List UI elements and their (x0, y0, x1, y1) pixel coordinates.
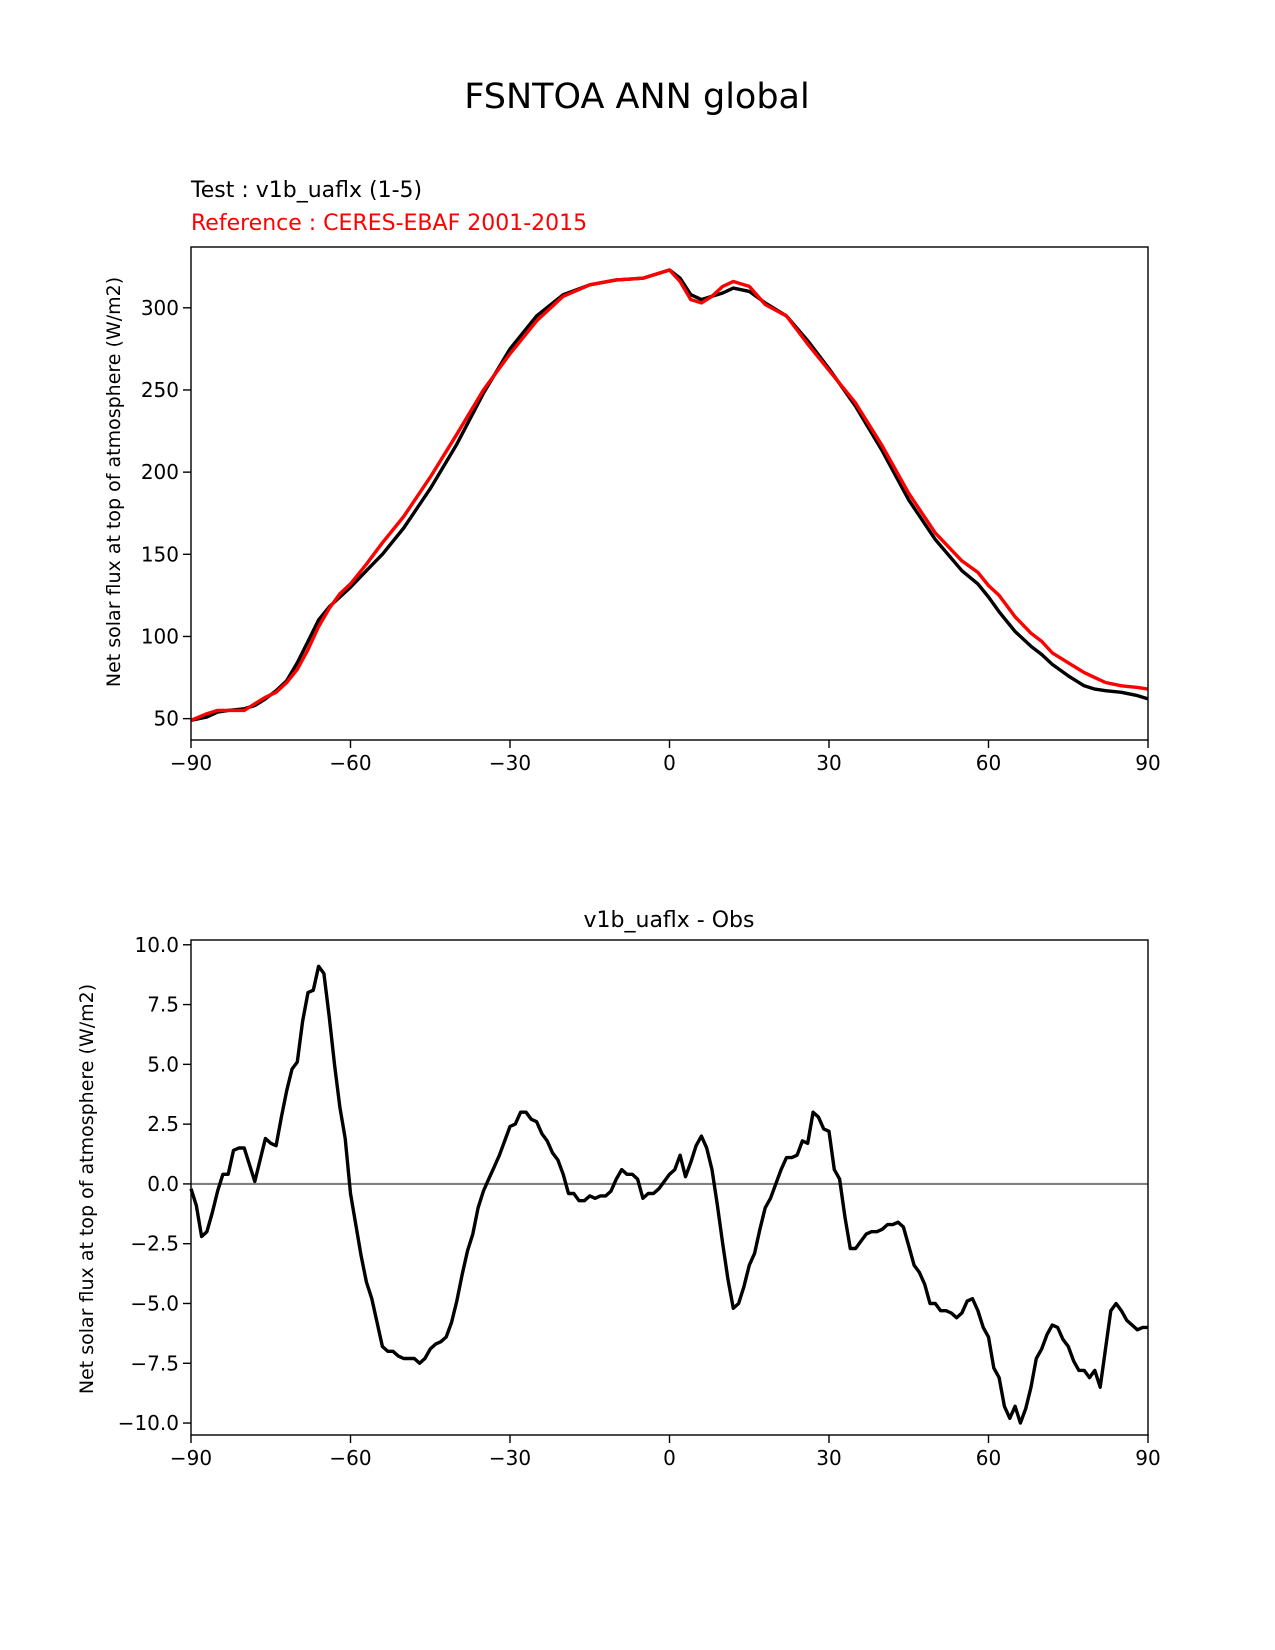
bottom-axis-ticks: −90 −60 −30 0 30 60 90 −10.0 −7.5 −5.0 −2.5 0.0 2.5 5… (118, 933, 1161, 1470)
top-x-tick-label: −30 (489, 751, 531, 775)
top-y-tick-label: 300 (141, 296, 179, 320)
reference-subtitle: Reference : CERES-EBAF 2001-2015 (191, 211, 587, 236)
top-series-line-0 (190, 268, 1149, 722)
top-x-tick-label: 90 (1135, 751, 1160, 775)
bottom-x-tick-label: 0 (663, 1446, 676, 1470)
bottom-y-tick-label: 2.5 (147, 1112, 179, 1136)
top-y-tick-label: 50 (154, 707, 179, 731)
bottom-y-tick-label: −2.5 (130, 1232, 179, 1256)
top-plot-frame (190, 246, 1149, 741)
bottom-x-tick-label: 60 (976, 1446, 1001, 1470)
top-y-tick-label: 250 (141, 378, 179, 402)
bottom-x-tick-label: −90 (170, 1446, 212, 1470)
top-series-lines (190, 268, 1149, 722)
bottom-series-line-0 (189, 964, 1148, 1425)
figure-title: FSNTOA ANN global (464, 77, 809, 117)
top-x-tick-label: 0 (663, 751, 676, 775)
bottom-x-tick-label: 30 (816, 1446, 841, 1470)
top-y-tick-label: 200 (141, 460, 179, 484)
bottom-plot-frame (190, 939, 1149, 1436)
top-y-axis-label: Net solar flux at top of atmosphere (W/m… (103, 277, 125, 687)
bottom-y-tick-label: −7.5 (130, 1351, 179, 1375)
top-y-tick-label: 100 (141, 624, 179, 648)
top-y-tick-label: 150 (141, 542, 179, 566)
top-panel: Test : v1b_uaflx (1-5) Reference : CERES… (103, 178, 1161, 775)
top-x-tick-label: 30 (816, 751, 841, 775)
bottom-y-tick-label: 0.0 (147, 1172, 179, 1196)
test-subtitle: Test : v1b_uaflx (1-5) (190, 178, 422, 203)
bottom-series-lines (189, 964, 1148, 1425)
top-x-tick-label: −60 (329, 751, 371, 775)
top-series-line-1 (190, 268, 1149, 722)
bottom-y-tick-label: 7.5 (147, 993, 179, 1017)
top-x-tick-label: −90 (170, 751, 212, 775)
top-axis-ticks: −90 −60 −30 0 30 60 90 50 100 150 200 250 300 (141, 296, 1161, 775)
difference-title: v1b_uaflx - Obs (584, 908, 755, 933)
top-x-tick-label: 60 (976, 751, 1001, 775)
bottom-y-tick-label: −10.0 (118, 1411, 179, 1435)
bottom-y-tick-label: −5.0 (130, 1291, 179, 1315)
bottom-x-tick-label: −60 (329, 1446, 371, 1470)
bottom-y-tick-label: 10.0 (134, 933, 179, 957)
bottom-x-tick-label: 90 (1135, 1446, 1160, 1470)
bottom-y-axis-label: Net solar flux at top of atmosphere (W/m… (76, 984, 98, 1394)
bottom-x-tick-label: −30 (489, 1446, 531, 1470)
bottom-panel: v1b_uaflx - Obs Net solar flux at top of… (76, 908, 1161, 1470)
bottom-y-tick-label: 5.0 (147, 1052, 179, 1076)
